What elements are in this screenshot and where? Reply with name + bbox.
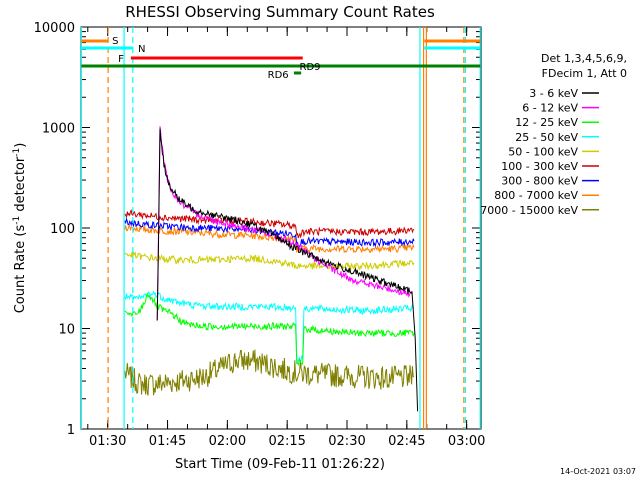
flag-label-rd9: RD9 bbox=[300, 62, 321, 73]
y-axis-label-exp2: -1 bbox=[12, 148, 22, 157]
series-3-6kev bbox=[156, 128, 419, 412]
y-axis-label-exp1: -1 bbox=[12, 216, 22, 225]
y-tick-label: 1 bbox=[67, 423, 75, 438]
x-tick-label: 02:45 bbox=[388, 434, 425, 449]
y-tick-label: 100 bbox=[50, 222, 75, 237]
legend-label: 50 - 100 keV bbox=[508, 145, 578, 158]
series-300-800kev bbox=[124, 217, 415, 248]
legend-label: 7000 - 15000 keV bbox=[480, 204, 578, 217]
flag-label-rd6: RD6 bbox=[268, 70, 289, 81]
flag-label-s: S bbox=[112, 36, 118, 47]
series-25-50kev bbox=[124, 290, 415, 363]
data-series bbox=[124, 126, 419, 412]
x-tick-label: 02:30 bbox=[328, 434, 365, 449]
x-tick-label: 02:00 bbox=[209, 434, 246, 449]
series-50-100kev bbox=[124, 251, 415, 271]
y-tick-label: 10 bbox=[58, 323, 75, 338]
flag-label-f: F bbox=[118, 54, 124, 65]
legend-label: 300 - 800 keV bbox=[501, 175, 578, 188]
legend-label: 100 - 300 keV bbox=[501, 160, 578, 173]
x-tick-label: 03:00 bbox=[448, 434, 485, 449]
series-7000-15000kev bbox=[124, 349, 415, 396]
y-axis-label-main: Count Rate (s bbox=[13, 225, 28, 314]
series-100-300kev bbox=[124, 208, 415, 239]
y-tick-label: 10000 bbox=[34, 21, 75, 36]
y-axis-label-mid: detector bbox=[13, 156, 28, 216]
timestamp: 14-Oct-2021 03:07 bbox=[560, 467, 636, 476]
x-tick-label: 02:15 bbox=[268, 434, 305, 449]
legend-label: 12 - 25 keV bbox=[515, 116, 578, 129]
series-12-25kev bbox=[124, 292, 415, 367]
y-tick-label: 1000 bbox=[42, 122, 75, 137]
tick-labels: 1 10 100 1000 10000 01:30 01:45 02:00 02:15 02:30… bbox=[34, 21, 486, 449]
x-tick-label: 01:45 bbox=[149, 434, 186, 449]
series-800-7000kev bbox=[124, 224, 415, 254]
chart-title: RHESSI Observing Summary Count Rates bbox=[125, 3, 435, 21]
legend-label: 800 - 7000 keV bbox=[494, 189, 578, 202]
legend-label: 6 - 12 keV bbox=[522, 102, 578, 115]
legend-header-2: FDecim 1, Att 0 bbox=[542, 67, 627, 80]
legend-label: 3 - 6 keV bbox=[529, 87, 578, 100]
flag-label-n: N bbox=[138, 44, 145, 55]
legend-label: 25 - 50 keV bbox=[515, 131, 578, 144]
x-tick-label: 01:30 bbox=[89, 434, 126, 449]
legend-header-1: Det 1,3,4,5,6,9, bbox=[541, 52, 627, 65]
state-flags: S N F RD9 RD6 bbox=[80, 27, 481, 429]
series-6-12kev bbox=[156, 126, 413, 321]
y-axis-label: Count Rate (s-1 detector-1) bbox=[12, 143, 28, 314]
y-axis-label-end: ) bbox=[13, 143, 28, 148]
x-axis-label: Start Time (09-Feb-11 01:26:22) bbox=[175, 457, 385, 472]
